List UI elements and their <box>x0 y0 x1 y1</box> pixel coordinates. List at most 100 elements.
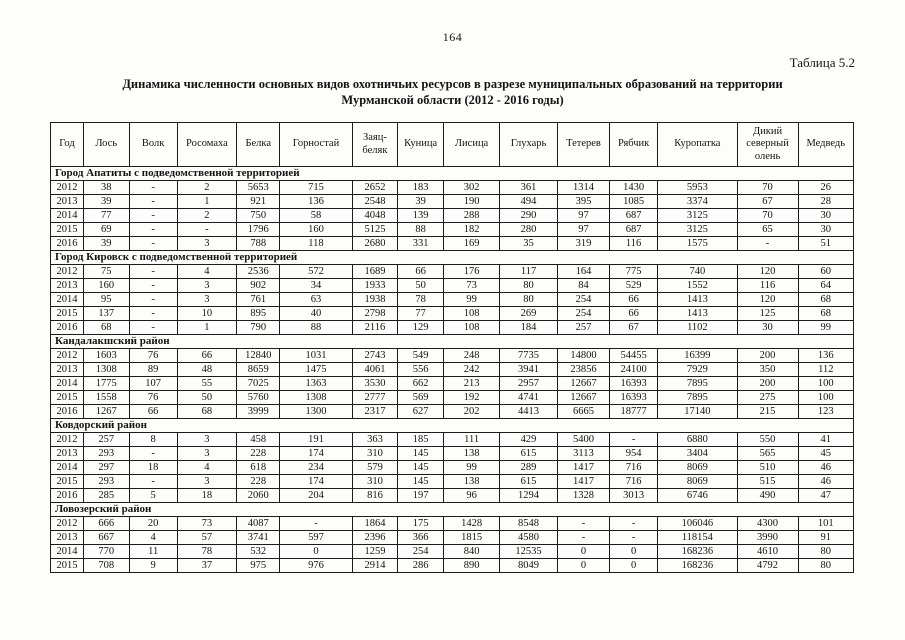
table-cell: 145 <box>397 474 445 489</box>
table-cell: 117 <box>499 264 558 279</box>
table-container: Год Лось Волк Росомаха Белка Горностай Заяц-бе… <box>50 122 855 573</box>
table-cell: 7895 <box>657 390 738 405</box>
column-header: Год <box>50 122 84 167</box>
table-cell: 78 <box>176 544 238 559</box>
table-cell: 840 <box>443 544 501 559</box>
table-cell: - <box>128 278 178 293</box>
table-cell: 16393 <box>609 376 659 391</box>
table-cell: - <box>556 530 611 545</box>
table-cell: - <box>556 516 611 531</box>
table-cell: 248 <box>443 348 501 363</box>
table-cell: 350 <box>736 362 799 377</box>
table-cell: 12840 <box>236 348 281 363</box>
table-cell: 213 <box>443 376 501 391</box>
table-cell: 579 <box>351 460 399 475</box>
table-cell: 3530 <box>351 376 399 391</box>
year-cell: 2012 <box>50 348 84 363</box>
table-cell: 26 <box>797 180 855 195</box>
table-cell: 125 <box>736 306 799 321</box>
table-cell: 458 <box>236 432 281 447</box>
table-cell: 1267 <box>82 404 130 419</box>
table-cell: 290 <box>499 208 558 223</box>
table-cell: 138 <box>443 474 501 489</box>
table-row: 2012 257 8 3 458 191 363 185 111 429 5400-6880 550 4… <box>50 432 855 447</box>
table-cell: 66 <box>176 348 238 363</box>
year-cell: 2014 <box>50 292 84 307</box>
table-cell: 6880 <box>657 432 738 447</box>
table-cell: 3 <box>176 446 238 461</box>
table-cell: 89 <box>128 362 178 377</box>
table-cell: 618 <box>236 460 281 475</box>
table-cell: 788 <box>236 236 281 251</box>
table-cell: 975 <box>236 558 281 573</box>
table-cell: 202 <box>443 404 501 419</box>
table-cell: 38 <box>82 180 130 195</box>
table-cell: 895 <box>236 306 281 321</box>
table-cell: 39 <box>82 236 130 251</box>
table-cell: 99 <box>443 460 501 475</box>
section-header: Город Кировск с подведомственной террито… <box>50 250 854 265</box>
table-cell: 77 <box>397 306 445 321</box>
table-cell: 1552 <box>657 278 738 293</box>
table-cell: 550 <box>736 432 799 447</box>
table-cell: 184 <box>499 320 558 335</box>
table-cell: 88 <box>397 222 445 237</box>
table-row: 2013 667 4 57 3741 597 2396 366 1815 4580- -118154… <box>50 530 855 545</box>
document-title-line2: Мурманской области (2012 - 2016 годы) <box>341 93 564 107</box>
table-cell: 116 <box>736 278 799 293</box>
table-cell: 160 <box>82 278 130 293</box>
table-cell: 39 <box>82 194 130 209</box>
table-cell: 1102 <box>657 320 738 335</box>
table-cell: 18 <box>176 488 238 503</box>
column-header: Горностай <box>279 122 353 167</box>
table-cell: 197 <box>397 488 445 503</box>
table-cell: 112 <box>797 362 855 377</box>
table-cell: 100 <box>797 376 855 391</box>
table-cell: 139 <box>397 208 445 223</box>
table-cell: 80 <box>797 558 855 573</box>
table-row: 2015 293-3 228 174 310 145 138 615 1417 716 8069 51… <box>50 474 855 489</box>
table-cell: - <box>128 446 178 461</box>
table-cell: 145 <box>397 460 445 475</box>
table-cell: 67 <box>609 320 659 335</box>
table-cell: 234 <box>279 460 353 475</box>
table-cell: 293 <box>82 446 130 461</box>
table-cell: 183 <box>397 180 445 195</box>
table-cell: 515 <box>736 474 799 489</box>
table-cell: 510 <box>736 460 799 475</box>
table-cell: 4048 <box>351 208 399 223</box>
table-cell: 34 <box>279 278 353 293</box>
table-cell: 6746 <box>657 488 738 503</box>
year-cell: 2012 <box>50 516 84 531</box>
table-cell: 107 <box>128 376 178 391</box>
year-cell: 2012 <box>50 264 84 279</box>
table-cell: 310 <box>351 474 399 489</box>
year-cell: 2015 <box>50 558 84 573</box>
table-cell: 3941 <box>499 362 558 377</box>
table-cell: 17140 <box>657 404 738 419</box>
table-cell: 77 <box>82 208 130 223</box>
table-cell: 47 <box>797 488 855 503</box>
section-row: Ловозерский район <box>50 502 854 517</box>
table-cell: 1417 <box>556 474 611 489</box>
table-cell: 2317 <box>351 404 399 419</box>
table-cell: 14800 <box>556 348 611 363</box>
table-cell: 257 <box>556 320 611 335</box>
table-cell: 46 <box>797 460 855 475</box>
table-cell: 137 <box>82 306 130 321</box>
table-cell: 182 <box>443 222 501 237</box>
table-cell: 3013 <box>609 488 659 503</box>
table-cell: 3999 <box>236 404 281 419</box>
table-cell: 4741 <box>499 390 558 405</box>
table-cell: 111 <box>443 432 501 447</box>
table-cell: 2914 <box>351 558 399 573</box>
table-cell: 549 <box>397 348 445 363</box>
table-cell: 76 <box>128 348 178 363</box>
resources-table: Год Лось Волк Росомаха Белка Горностай Заяц-бе… <box>50 122 855 573</box>
table-cell: 174 <box>279 474 353 489</box>
table-label: Таблица 5.2 <box>789 55 855 70</box>
table-cell: 100 <box>797 390 855 405</box>
section-row: Город Апатиты с подведомственной террито… <box>50 166 854 181</box>
table-cell: 2957 <box>499 376 558 391</box>
